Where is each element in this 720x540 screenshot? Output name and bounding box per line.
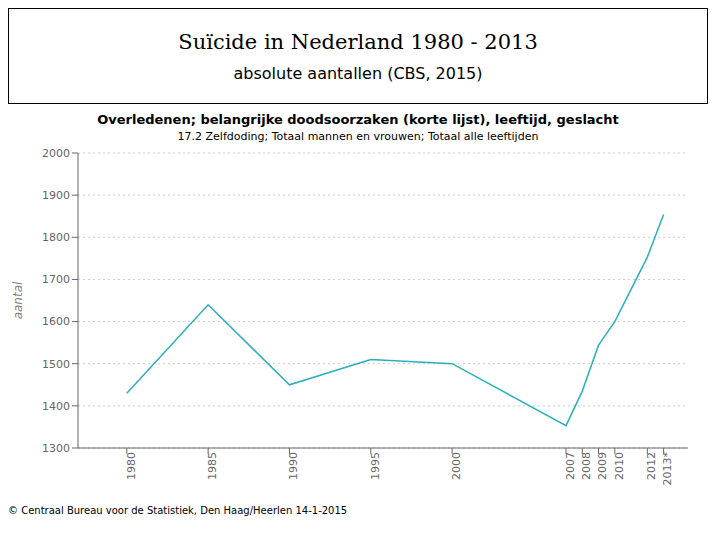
svg-text:2000: 2000 [42, 147, 70, 160]
svg-text:2010: 2010 [613, 452, 626, 480]
svg-text:2013*: 2013* [661, 452, 674, 486]
html-text:absolute aantallen (CBS, 2015): absolute aantallen (CBS, 2015) [233, 63, 483, 83]
svg-text:1985: 1985 [206, 452, 219, 480]
html-text:Overledenen; belangrijke doods: Overledenen; belangrijke doodsoorzaken (… [97, 112, 619, 127]
svg-text:1700: 1700 [42, 273, 70, 286]
svg-text:1980: 1980 [125, 452, 138, 480]
svg-text:2008: 2008 [580, 452, 593, 480]
html-text:17.2 Zelfdoding; Totaal mannen: 17.2 Zelfdoding; Totaal mannen en vrouwe… [177, 130, 539, 143]
svg-text:1800: 1800 [42, 231, 70, 244]
svg-text:1990: 1990 [287, 452, 300, 480]
svg-text:1900: 1900 [42, 189, 70, 202]
svg-text:1300: 1300 [42, 442, 70, 455]
svg-text:aantal: aantal [11, 281, 25, 319]
svg-text:1995: 1995 [369, 452, 382, 480]
svg-text:1400: 1400 [42, 400, 70, 413]
svg-text:2009: 2009 [596, 452, 609, 480]
html-text:© Centraal Bureau voor de Stat: © Centraal Bureau voor de Statistiek, De… [8, 505, 348, 516]
svg-text:2007: 2007 [564, 452, 577, 480]
svg-text:1500: 1500 [42, 358, 70, 371]
html-text:Suïcide in Nederland 1980 - 20: Suïcide in Nederland 1980 - 2013 [178, 29, 538, 54]
svg-text:2012: 2012 [645, 452, 658, 480]
svg-text:1600: 1600 [42, 315, 70, 328]
svg-text:2000: 2000 [450, 452, 463, 480]
